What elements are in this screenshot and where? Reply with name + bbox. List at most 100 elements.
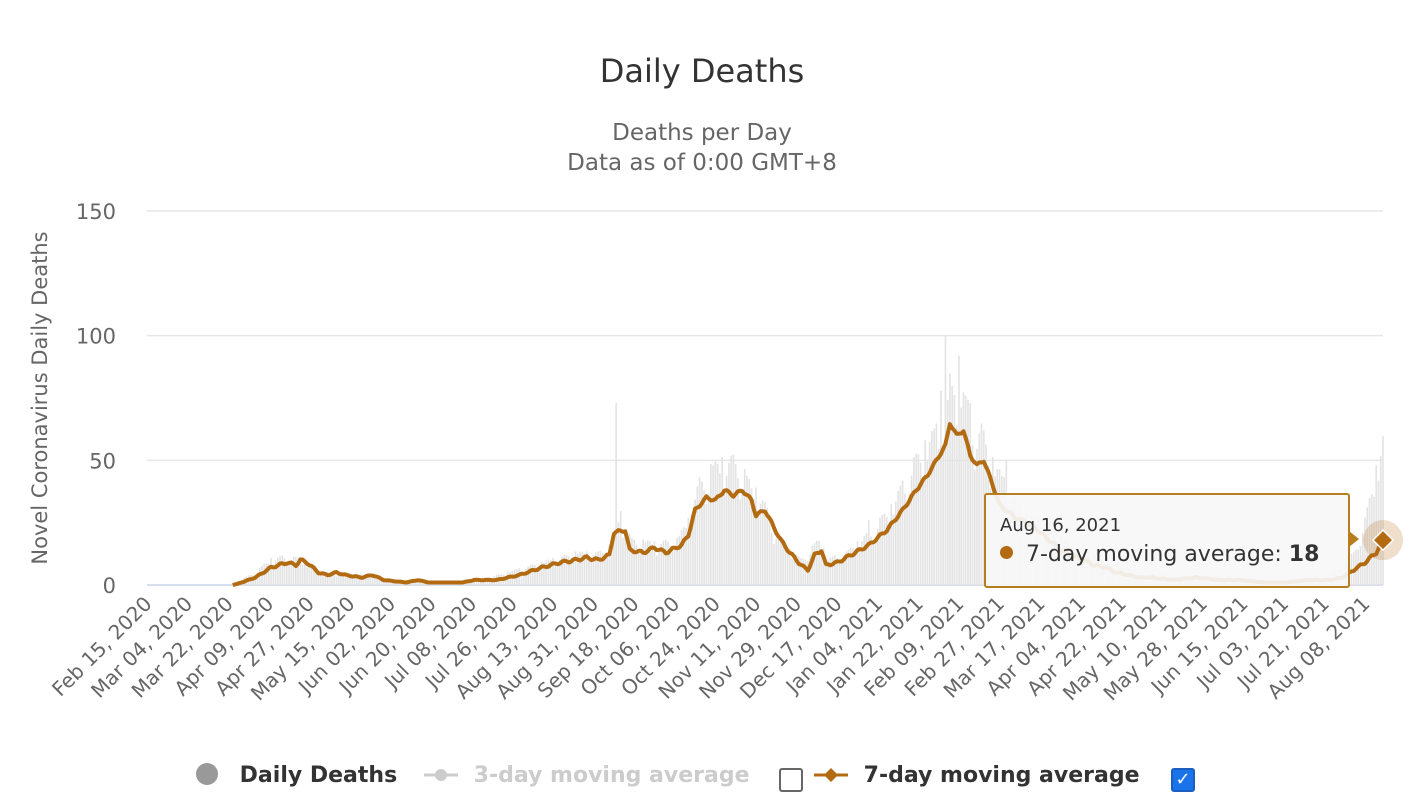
legend-item-7day-average[interactable]: 7-day moving average [814, 760, 1140, 792]
daily-bar [567, 556, 570, 585]
legend-label-7day-average: 7-day moving average [863, 763, 1140, 788]
checkbox-3day-average[interactable] [779, 768, 803, 792]
daily-bar [651, 544, 654, 585]
daily-bar [922, 477, 924, 585]
daily-bar [328, 572, 331, 585]
daily-bar [847, 549, 850, 585]
daily-bar [281, 555, 284, 585]
daily-bar [937, 448, 940, 585]
daily-bar [563, 554, 566, 585]
daily-bar [802, 558, 805, 585]
daily-bar [565, 554, 568, 585]
daily-bar [667, 541, 669, 585]
daily-bar [748, 479, 751, 585]
daily-bar [770, 532, 773, 585]
daily-bar [525, 568, 527, 585]
daily-bar [910, 475, 913, 585]
daily-bar [337, 574, 340, 585]
daily-bar [265, 563, 268, 585]
daily-bar [306, 567, 308, 585]
daily-bar [764, 502, 766, 585]
daily-bar [297, 557, 299, 585]
daily-bar [353, 577, 356, 585]
daily-bar [286, 561, 288, 585]
daily-bar [283, 558, 286, 585]
daily-bar [881, 515, 884, 585]
daily-bar [658, 549, 660, 585]
daily-bar [854, 551, 857, 585]
daily-bar [723, 493, 726, 585]
daily-bar [874, 538, 877, 585]
daily-bar [574, 551, 577, 585]
daily-bar [782, 540, 784, 585]
daily-bar [863, 535, 866, 585]
daily-bar [836, 558, 838, 585]
daily-bar [843, 557, 845, 585]
tooltip-value: 18 [1288, 542, 1320, 567]
daily-bar [367, 576, 369, 585]
daily-bar [522, 571, 525, 585]
daily-bar [556, 564, 559, 585]
legend-item-daily-deaths[interactable]: Daily Deaths [196, 760, 397, 792]
daily-bar [822, 547, 825, 585]
daily-bar [1368, 497, 1371, 585]
daily-bar [694, 499, 696, 585]
daily-bar [788, 548, 791, 585]
daily-bar [270, 558, 272, 585]
daily-bar [549, 559, 552, 585]
daily-bar [254, 575, 257, 585]
daily-bar [687, 517, 690, 585]
daily-bar [344, 575, 347, 585]
daily-bar [676, 537, 678, 585]
daily-bar [741, 488, 744, 585]
daily-bar [849, 547, 852, 585]
daily-bar [540, 561, 543, 585]
daily-bar [701, 481, 703, 585]
daily-bar [976, 448, 978, 585]
daily-bar [852, 548, 854, 585]
daily-bar [470, 581, 473, 585]
daily-bar [468, 581, 471, 585]
daily-bar [703, 490, 705, 585]
daily-bar [421, 582, 423, 585]
daily-bar [960, 407, 963, 585]
daily-bar [791, 558, 793, 585]
daily-bar [737, 478, 739, 585]
daily-bar [412, 581, 414, 585]
daily-bar [317, 570, 320, 585]
daily-bar [527, 566, 529, 585]
daily-bar [364, 575, 367, 585]
hover-diamond-marker[interactable] [1371, 529, 1395, 552]
daily-bar [1375, 465, 1378, 585]
daily-bar [944, 335, 947, 585]
daily-bar [692, 516, 694, 585]
daily-bar [387, 580, 390, 585]
daily-bar [624, 535, 626, 585]
daily-bar [779, 537, 782, 585]
daily-bar [933, 428, 935, 585]
daily-bar [613, 531, 615, 585]
daily-bar [299, 559, 302, 585]
daily-bar [1366, 507, 1369, 585]
legend-item-3day-average[interactable]: 3-day moving average [424, 760, 750, 792]
daily-bar [730, 455, 732, 585]
daily-bar [369, 578, 372, 585]
checkbox-7day-average[interactable]: ✓ [1171, 768, 1195, 792]
daily-bar [371, 576, 374, 585]
daily-bar [290, 560, 293, 585]
daily-bar [673, 549, 676, 585]
daily-bar [331, 573, 333, 585]
daily-bar [951, 385, 954, 585]
legend-circle-icon [196, 763, 218, 785]
daily-bar [622, 537, 624, 585]
daily-bar [655, 555, 658, 585]
daily-bar [351, 576, 354, 585]
daily-bar [1377, 480, 1380, 585]
daily-bar [955, 425, 958, 585]
daily-bar [628, 533, 631, 585]
daily-bar [520, 571, 523, 585]
daily-bar [572, 562, 575, 585]
y-tick-label: 0 [103, 574, 116, 598]
daily-bar [800, 558, 802, 585]
daily-bar [274, 560, 277, 585]
